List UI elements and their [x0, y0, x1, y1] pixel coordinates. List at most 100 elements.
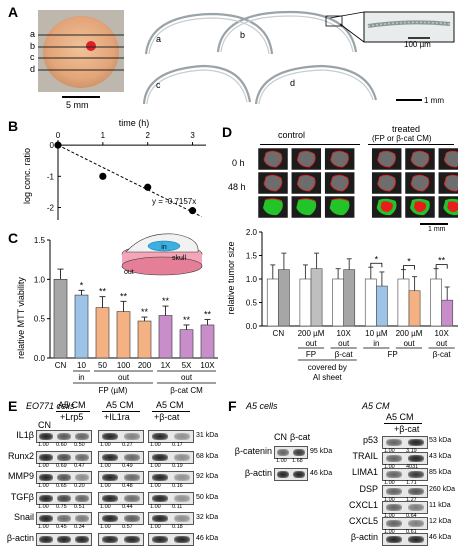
e-blot-strip: [148, 532, 194, 546]
c-category-label: 100: [117, 361, 131, 370]
e-blot-band: [75, 453, 89, 461]
e-blot-strip: [36, 532, 92, 546]
line-label-d: d: [30, 64, 36, 74]
panel-d-chart: relative tumor size 0.0 0.5 1.0 1.5 2.0 CN 200…: [226, 228, 458, 382]
b-data-point: [144, 183, 152, 191]
c-y-tick-label: 1.0: [34, 275, 46, 284]
d-row-label-48h: 48 h: [228, 182, 246, 192]
c-significance: **: [99, 287, 107, 297]
f-blot-band: [407, 536, 425, 544]
e-quant-value: 0.50: [74, 442, 85, 448]
e-quant-value: 0.19: [172, 462, 183, 469]
tumor-edge: [264, 198, 283, 202]
panel-f: A5 cells A5 CM CN β-cat β-catenin 1.00 1.68 9…: [226, 396, 460, 550]
f-left-header: CN: [274, 432, 287, 442]
c-significance: *: [80, 280, 84, 290]
e-blot-strip: [148, 430, 194, 443]
panel-letter-e: E: [8, 398, 18, 414]
e-quant-value: 0.11: [172, 503, 183, 510]
b-x-tick-label: 0: [56, 131, 61, 140]
photo-scale-label: 5 mm: [66, 100, 89, 110]
e-blot-strip: [148, 491, 194, 505]
e-quant-value: 0.18: [172, 524, 183, 530]
c-bar: [158, 315, 173, 359]
skull-photo: [38, 10, 124, 92]
f-quant-value: 1.00: [384, 529, 395, 535]
tumor-outline: [377, 174, 396, 192]
panel-a: a b c d 5 mm a b c d 100 µm 1 mm: [0, 0, 460, 115]
e-quant-value: 0.16: [172, 483, 183, 489]
f-right-kda: 46 kDa: [429, 534, 452, 542]
c-y-tick-label: 0.5: [34, 315, 46, 324]
f-quant-value: 1.00: [276, 458, 287, 464]
e-blot-band: [151, 494, 169, 502]
e-quant-value: 0.57: [122, 524, 133, 530]
e-kda-label: 50 kDa: [196, 493, 219, 501]
section-label-a: a: [156, 34, 162, 44]
e-quant-value: 1.00: [100, 503, 111, 510]
e-quant-value: 1.00: [100, 524, 111, 530]
e-blot-strip: [148, 450, 194, 464]
f-right-row-label: LIMA1: [351, 467, 378, 478]
e-kda-label: 32 kDa: [196, 514, 219, 521]
d-row-outin: in: [373, 339, 379, 348]
e-blot-band: [173, 515, 191, 522]
e-blot-band: [173, 535, 191, 543]
tumor-overlay-shrink: [414, 201, 427, 212]
d-bar: [343, 269, 356, 327]
c-group-label-1: out: [118, 373, 130, 382]
f-right-kda: 43 kDa: [429, 453, 452, 461]
d-bar: [408, 290, 421, 327]
tumor-edge: [331, 198, 349, 202]
section-label-b: b: [240, 30, 246, 40]
d-sig-bracket: [435, 264, 448, 269]
tumor-overlay-shrink: [447, 201, 458, 212]
panel-letter-c: C: [8, 230, 19, 246]
f-quant-value: 0.64: [406, 512, 417, 519]
e-blot-band: [39, 474, 53, 481]
e-row-label: MMP9: [7, 471, 34, 481]
photo-scale-bar: [62, 96, 100, 98]
tumor-outline: [263, 150, 283, 168]
e-quant-value: 0.75: [56, 503, 67, 510]
b-x-axis-title: time (h): [119, 118, 150, 128]
d-y-tick-label: 1.5: [246, 252, 258, 261]
d-category-label: 10X: [435, 329, 450, 338]
f-right-title: A5 CM: [362, 401, 390, 411]
e-quant-value: 0.51: [74, 503, 85, 510]
b-x-tick-label: 1: [101, 131, 106, 140]
d-y-tick-label: 0.5: [246, 299, 258, 308]
e-blot-band: [39, 453, 53, 461]
skull-sections: [142, 10, 455, 105]
c-bar: [179, 329, 194, 359]
f-right-blot-strip: [382, 533, 428, 547]
e-quant-value: 1.00: [150, 442, 161, 448]
tumor-outline: [410, 174, 430, 192]
panel-c-chart: relative MTT viability 0.0 0.5 1.0 1.5 CN * 10…: [16, 233, 218, 395]
e-group-subheader: +IL1ra: [104, 412, 130, 422]
c-group-label-1: in: [78, 373, 84, 382]
tumor-edge: [298, 198, 316, 202]
d-row-label-0h: 0 h: [232, 158, 245, 168]
e-quant-value: 0.20: [74, 483, 85, 489]
e-kda-label: 46 kDa: [196, 534, 219, 542]
line-label-b: b: [30, 41, 36, 51]
f-blot-band: [385, 520, 403, 527]
f-right-row-label: β-actin: [350, 532, 378, 543]
f-blot-band: [407, 471, 425, 479]
f-quant-value: 0.61: [406, 529, 417, 535]
tumor-overlay: [329, 198, 350, 216]
c-bar: [200, 324, 215, 359]
f-blot-band: [292, 449, 306, 456]
b-x-tick-label: 2: [145, 131, 150, 140]
d-row-outin: out: [436, 339, 448, 348]
c-significance: **: [183, 315, 191, 325]
tumor-outline: [410, 150, 430, 168]
e-quant-value: 1.00: [100, 483, 111, 489]
e-blot-band: [75, 474, 89, 481]
e-blot-band: [75, 494, 89, 502]
d-row-outin: out: [338, 339, 350, 348]
d-sig-bracket: [403, 265, 415, 270]
b-equation: y = -0.7157x: [152, 197, 196, 206]
e-group-subheader: +β-cat: [154, 412, 180, 422]
